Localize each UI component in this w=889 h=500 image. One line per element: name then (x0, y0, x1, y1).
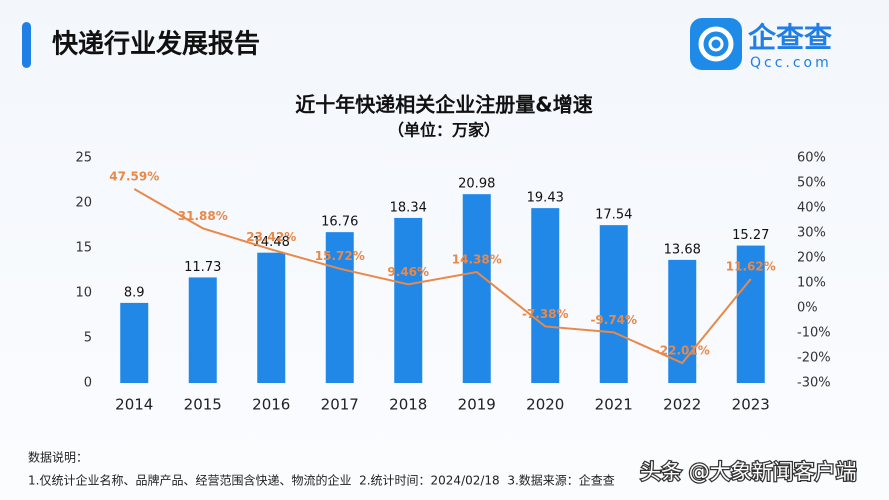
line-value-label: 11.62% (726, 259, 776, 273)
x-tick-label: 2018 (389, 396, 427, 414)
growth-line (133, 188, 752, 365)
line-value-label: 9.46% (387, 265, 429, 279)
bar-value-label: 8.9 (124, 285, 145, 300)
bar (325, 232, 354, 383)
x-tick-label: 2021 (595, 396, 633, 414)
y2-tick-label: 0% (797, 301, 818, 316)
y-tick-label: 10 (75, 286, 92, 301)
line-value-label: -9.74% (590, 313, 637, 327)
bar (257, 252, 286, 383)
y-tick-label: 0 (84, 376, 92, 391)
x-tick-label: 2016 (252, 396, 290, 414)
x-tick-label: 2020 (526, 396, 564, 414)
chart-subtitle: （单位：万家） (388, 121, 500, 140)
header-title: 快递行业发展报告 (52, 29, 260, 60)
watermark: 头条 @大象新闻客户端 (640, 460, 857, 484)
y-tick-label: 25 (75, 151, 92, 166)
line-value-label: -22.01% (655, 344, 710, 358)
line-value-label: 14.38% (452, 253, 502, 267)
y2-tick-label: 60% (797, 151, 826, 166)
y2-tick-label: -20% (797, 351, 831, 366)
notes-text: 1.仅统计企业名称、品牌产品、经营范围含快递、物流的企业 2.统计时间：2024… (28, 473, 615, 488)
y2-tick-label: -30% (797, 376, 831, 391)
y-tick-label: 5 (84, 331, 92, 346)
y2-tick-label: 20% (797, 251, 826, 266)
bar-value-label: 16.76 (321, 215, 358, 230)
x-tick-label: 2019 (458, 396, 496, 414)
logo-icon (690, 18, 742, 70)
bar (531, 208, 560, 383)
bar-value-label: 18.34 (390, 200, 427, 215)
bar-value-label: 11.73 (184, 260, 221, 275)
x-tick-label: 2023 (732, 396, 770, 414)
bar-value-label: 20.98 (458, 177, 495, 192)
bar (736, 245, 765, 383)
y2-tick-label: 30% (797, 226, 826, 241)
notes-heading: 数据说明： (28, 450, 88, 465)
logo-sub: Qcc.com (750, 55, 832, 71)
x-tick-label: 2022 (663, 396, 701, 414)
bar-value-label: 19.43 (527, 191, 564, 206)
line-value-label: 15.72% (315, 249, 365, 263)
chart-title: 近十年快递相关企业注册量&增速 (295, 93, 592, 117)
x-tick-label: 2014 (115, 396, 153, 414)
bar-value-label: 17.54 (595, 208, 632, 223)
logo-text: 企查查 (748, 21, 832, 54)
x-tick-label: 2017 (321, 396, 359, 414)
y-tick-label: 20 (75, 196, 92, 211)
bar (599, 225, 628, 383)
logo-mark (708, 36, 724, 52)
line-value-label: 47.59% (109, 170, 159, 184)
y2-tick-label: 50% (797, 176, 826, 191)
bar (188, 277, 217, 383)
bar (394, 217, 423, 383)
bar-value-label: 15.27 (732, 228, 769, 243)
y2-tick-label: -10% (797, 326, 831, 341)
x-tick-label: 2015 (184, 396, 222, 414)
bar (668, 259, 697, 383)
bar-value-label: 13.68 (664, 242, 701, 257)
y2-tick-label: 10% (797, 276, 826, 291)
header-accent (22, 22, 31, 68)
bar (120, 302, 149, 383)
bar (462, 194, 491, 383)
line-value-label: 31.88% (178, 209, 228, 223)
line-value-label: 23.42% (246, 230, 296, 244)
logo-mark (698, 26, 734, 62)
y-tick-label: 15 (75, 241, 92, 256)
line-value-label: -7.38% (522, 307, 569, 321)
y2-tick-label: 40% (797, 201, 826, 216)
